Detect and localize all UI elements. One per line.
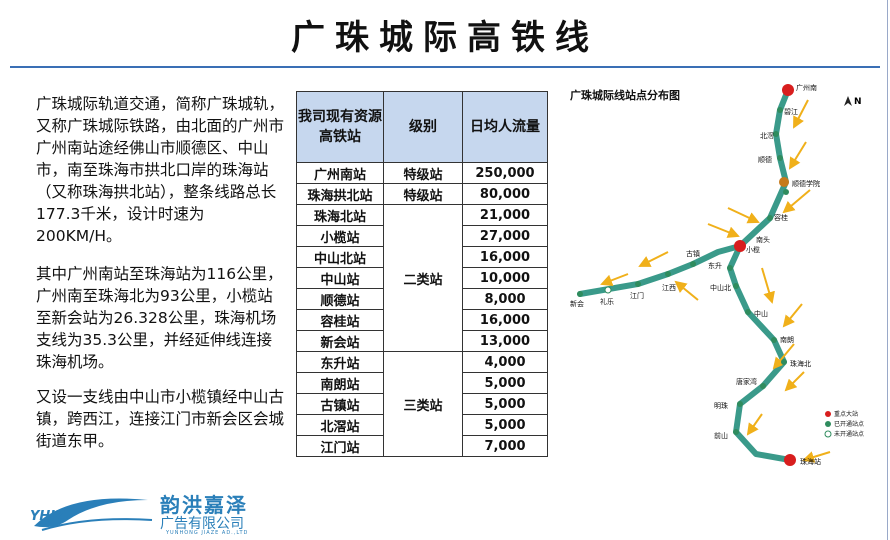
station-name: 新会站 [296, 330, 384, 352]
map-legend: 重点大站 已开通站点 未开通站点 [824, 410, 864, 438]
station-label: 南朗 [780, 335, 794, 344]
station-label: 江西 [662, 284, 676, 292]
logo-mark: YHJZ [30, 509, 65, 524]
station-flow: 16,000 [462, 309, 548, 331]
table-row: 中山站 10,000 [296, 267, 548, 289]
station-flow: 21,000 [462, 204, 548, 226]
station-label: 中山北 [710, 283, 731, 292]
header-level: 级别 [383, 91, 463, 163]
north-arrow-icon [844, 96, 852, 106]
station-label: 珠海站 [800, 457, 821, 466]
branch-paragraph: 又设一支线由中山市小榄镇经中山古镇，跨西江，连接江门市新会区会城街道东甲。 [36, 388, 285, 450]
station-name: 小榄站 [296, 225, 384, 247]
station-name: 古镇站 [296, 393, 384, 415]
station-label: 东升 [708, 261, 722, 270]
station-name: 广州南站 [296, 162, 384, 184]
station-flow: 27,000 [462, 225, 548, 247]
station-name: 东升站 [296, 351, 384, 373]
station-label: 江门 [630, 291, 644, 300]
station-label: 前山 [714, 431, 728, 440]
station-label: 容桂 [774, 213, 788, 222]
station-flow: 7,000 [462, 435, 548, 457]
station-label: 礼乐 [600, 297, 614, 306]
station-level: 特级站 [383, 183, 463, 205]
station-label: 北滘 [760, 131, 774, 140]
header-flow: 日均人流量 [462, 91, 548, 163]
distance-paragraph: 其中广州南站至珠海站为116公里，广州南至珠海北为93公里，小榄站至新会站为26… [36, 265, 283, 371]
table-row: 珠海拱北站 特级站 80,000 [296, 183, 548, 205]
station-flow: 16,000 [462, 246, 548, 268]
logo-en: YUNHONG JIAZE AD.,LTD [166, 530, 249, 536]
map-title: 广珠城际线站点分布图 [570, 88, 680, 102]
station-label: 碧江 [784, 107, 798, 116]
station-name: 珠海拱北站 [296, 183, 384, 205]
table-header-row: 我司现有资源高铁站 级别 日均人流量 [296, 91, 548, 163]
logo-sub: 广告有限公司 [160, 516, 244, 532]
table-row: 南朗站 5,000 [296, 372, 548, 394]
station-name: 中山北站 [296, 246, 384, 268]
header-divider [10, 66, 880, 68]
station-label: 顺德 [758, 155, 772, 164]
station-label: 小榄 [746, 245, 760, 254]
station-flow: 8,000 [462, 288, 548, 310]
station-flow: 4,000 [462, 351, 548, 373]
right-border [887, 0, 888, 540]
station-label: 珠海北 [790, 359, 811, 368]
station-flow: 250,000 [462, 162, 548, 184]
station-flow: 5,000 [462, 372, 548, 394]
branch-line [577, 243, 743, 297]
station-flow: 13,000 [462, 330, 548, 352]
legend-unopened: 未开通站点 [834, 430, 864, 438]
station-name: 珠海北站 [296, 204, 384, 226]
station-label: 广州南 [796, 83, 817, 92]
table-row: 容桂站 16,000 [296, 309, 548, 331]
legend-major: 重点大站 [834, 410, 858, 418]
table-row: 广州南站 特级站 250,000 [296, 162, 548, 184]
station-dots [577, 84, 796, 466]
north-label: N [854, 97, 862, 107]
station-label: 南头 [756, 235, 770, 244]
station-label: 明珠 [714, 401, 728, 410]
station-name: 江门站 [296, 435, 384, 457]
company-logo: YHJZ 韵洪嘉泽 广告有限公司 YUNHONG JIAZE AD.,LTD [28, 486, 268, 536]
intro-paragraph: 广珠城际轨道交通，简称广珠城轨，又称广珠城际铁路，由北面的广州市广州南站途经佛山… [36, 95, 285, 245]
table-row: 江门站 7,000 [296, 435, 548, 457]
station-label: 中山 [754, 309, 768, 318]
legend-open: 已开通站点 [834, 420, 864, 428]
station-level: 三类站 [383, 351, 463, 457]
station-name: 南朗站 [296, 372, 384, 394]
table-row: 古镇站 5,000 [296, 393, 548, 415]
station-label: 古镇 [686, 249, 700, 258]
station-level: 特级站 [383, 162, 463, 184]
station-name: 顺德站 [296, 288, 384, 310]
station-flow: 5,000 [462, 414, 548, 436]
station-name: 容桂站 [296, 309, 384, 331]
station-flow: 10,000 [462, 267, 548, 289]
station-flow: 5,000 [462, 393, 548, 415]
logo-name: 韵洪嘉泽 [160, 493, 248, 517]
station-label: 唐家湾 [736, 377, 757, 386]
table-row: 新会站 13,000 [296, 330, 548, 352]
page-title: 广珠城际高铁线 [291, 18, 599, 58]
table-row: 东升站 三类站 4,000 [296, 351, 548, 457]
train-logo-icon: YHJZ [30, 498, 153, 531]
header-station: 我司现有资源高铁站 [296, 91, 384, 163]
station-name: 中山站 [296, 267, 384, 289]
station-flow: 80,000 [462, 183, 548, 205]
station-label: 新会 [570, 299, 584, 308]
station-table: 我司现有资源高铁站 级别 日均人流量 广州南站 特级站 250,000 珠海拱北… [296, 91, 548, 457]
station-name: 北滘站 [296, 414, 384, 436]
table-row: 北滘站 5,000 [296, 414, 548, 436]
station-label: 顺德学院 [792, 179, 820, 188]
station-level: 二类站 [383, 204, 463, 352]
route-map: 广珠城际线站点分布图 N 广州南 碧江 [570, 83, 864, 466]
flow-arrows [600, 99, 831, 463]
table-row: 珠海北站 二类站 21,000 [296, 204, 548, 352]
